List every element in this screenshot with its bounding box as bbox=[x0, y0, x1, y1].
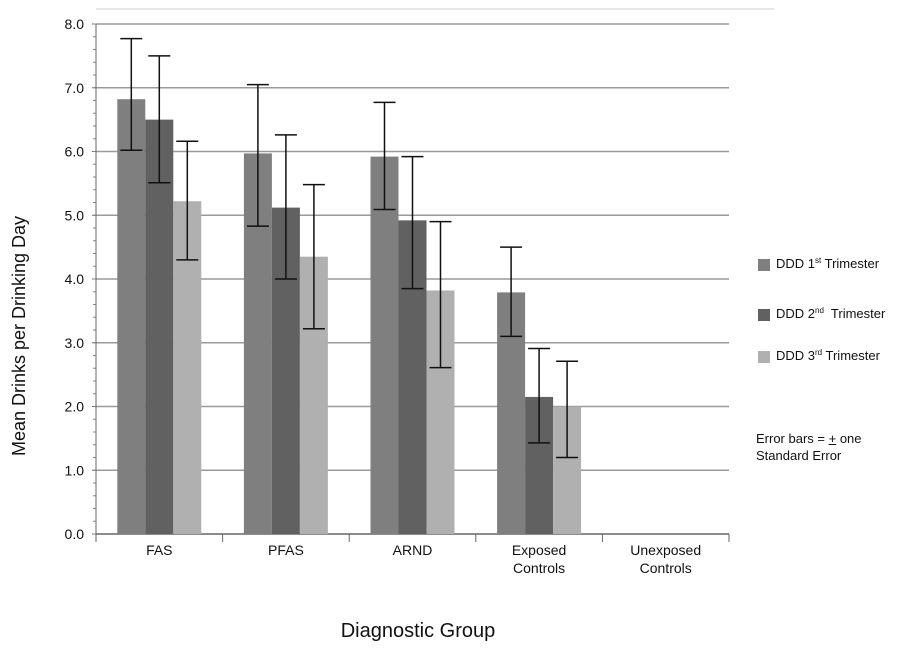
x-tick-label: Unexposed bbox=[630, 542, 701, 558]
x-tick-label: Controls bbox=[513, 560, 565, 576]
x-axis-label: Diagnostic Group bbox=[341, 620, 496, 642]
error-bars bbox=[120, 37, 579, 459]
error-bar bbox=[274, 134, 297, 280]
bars bbox=[117, 99, 582, 534]
bar bbox=[145, 119, 174, 534]
error-bar bbox=[176, 140, 199, 261]
error-bar bbox=[120, 37, 143, 151]
y-axis-label: Mean Drinks per Drinking Day bbox=[9, 216, 29, 456]
bar bbox=[117, 99, 146, 534]
y-tick-labels: 0.0 1.0 2.0 3.0 4.0 5.0 6.0 7.0 8.0 bbox=[65, 16, 85, 542]
y-tick-label: 0.0 bbox=[65, 526, 85, 542]
x-tick-label: PFAS bbox=[268, 542, 304, 558]
y-tick-label: 8.0 bbox=[65, 16, 85, 32]
error-bar bbox=[148, 55, 171, 184]
legend-label-trimester-3: DDD 3rd Trimester bbox=[776, 348, 880, 363]
error-bar bbox=[500, 246, 523, 338]
error-bar-note: Error bars = + one Standard Error bbox=[756, 430, 914, 464]
error-bar bbox=[429, 220, 452, 369]
y-tick-label: 6.0 bbox=[65, 144, 85, 160]
error-bar bbox=[246, 83, 269, 227]
error-bar-note-line-2: Standard Error bbox=[756, 448, 842, 463]
error-bar bbox=[401, 155, 424, 290]
legend-swatch-trimester-1 bbox=[758, 259, 770, 271]
error-bar bbox=[528, 347, 551, 444]
y-tick-label: 1.0 bbox=[65, 462, 85, 478]
y-tick-label: 2.0 bbox=[65, 399, 85, 415]
error-bar bbox=[373, 101, 396, 211]
error-bar-note-line-1: Error bars = + one bbox=[756, 431, 862, 446]
error-bar bbox=[302, 183, 325, 330]
x-tick-label: FAS bbox=[146, 542, 172, 558]
x-tick-label: Exposed bbox=[512, 542, 566, 558]
legend-swatch-trimester-3 bbox=[758, 351, 770, 363]
legend-label-trimester-2: DDD 2nd Trimester bbox=[776, 306, 886, 321]
legend-label-trimester-1: DDD 1st Trimester bbox=[776, 256, 880, 271]
y-tick-label: 3.0 bbox=[65, 335, 85, 351]
x-tick-label: ARND bbox=[393, 542, 433, 558]
bar bbox=[370, 156, 399, 534]
y-tick-label: 5.0 bbox=[65, 207, 85, 223]
legend-swatch-trimester-2 bbox=[758, 309, 770, 321]
error-bar bbox=[556, 360, 579, 459]
y-tick-label: 4.0 bbox=[65, 271, 85, 287]
y-tick-label: 7.0 bbox=[65, 80, 85, 96]
x-tick-labels: FAS PFAS ARND Exposed Controls Unexposed Contr… bbox=[146, 542, 701, 576]
x-tick-label: Controls bbox=[640, 560, 692, 576]
